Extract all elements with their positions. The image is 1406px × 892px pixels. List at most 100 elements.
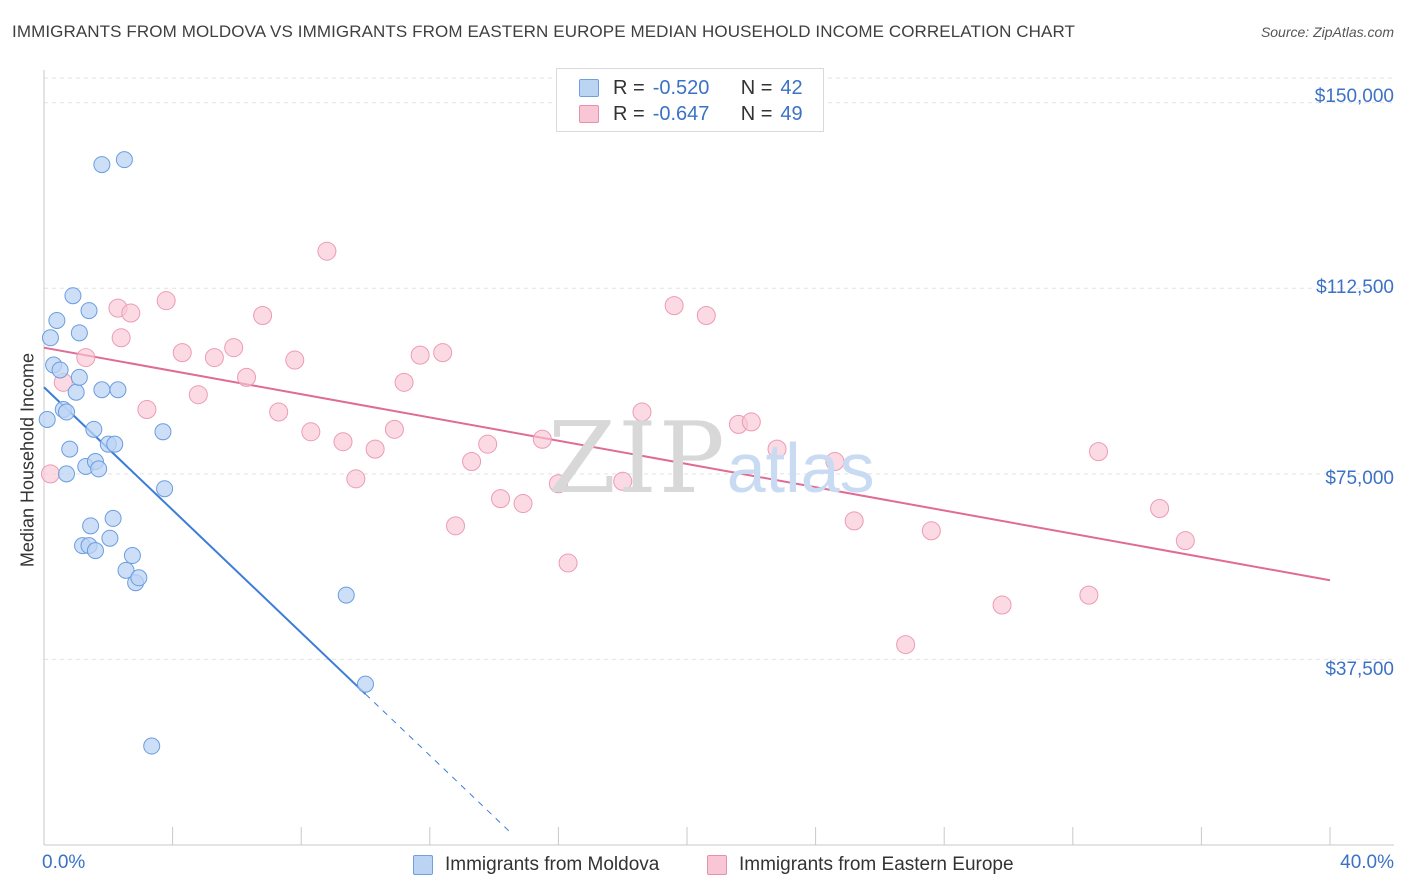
- eastern-europe-point: [156, 291, 176, 311]
- x-tick-label: 40.0%: [1340, 852, 1394, 873]
- legend-row-eastern-europe: R = -0.647 N = 49: [579, 102, 803, 126]
- eastern-europe-point: [664, 296, 684, 316]
- eastern-europe-point: [632, 402, 652, 422]
- moldova-point: [93, 156, 111, 174]
- eastern-europe-point: [301, 422, 321, 442]
- moldova-point: [90, 460, 108, 478]
- eastern-europe-point: [513, 494, 533, 514]
- eastern-europe-point: [446, 516, 466, 536]
- moldova-point: [82, 517, 100, 535]
- legend-n-value: 49: [780, 102, 803, 125]
- eastern-europe-point: [921, 521, 941, 541]
- legend-swatch-pink: [707, 855, 727, 875]
- eastern-europe-point: [317, 241, 337, 261]
- y-tick-label: $75,000: [1325, 468, 1394, 489]
- moldova-point: [115, 151, 133, 169]
- eastern-europe-point: [172, 343, 192, 363]
- moldova-point: [130, 569, 148, 587]
- eastern-europe-point: [844, 511, 864, 531]
- eastern-europe-point: [767, 439, 787, 459]
- eastern-europe-point: [558, 553, 578, 573]
- eastern-europe-point: [285, 350, 305, 370]
- eastern-europe-point: [1150, 499, 1170, 519]
- legend-r-value: -0.520: [652, 76, 710, 99]
- legend-n-label: N =: [740, 76, 773, 99]
- moldova-point: [123, 547, 141, 565]
- eastern-europe-point: [111, 328, 131, 348]
- moldova-point: [357, 675, 374, 693]
- y-tick-label: $112,500: [1316, 277, 1394, 298]
- moldova-trend-line: [43, 386, 367, 695]
- x-tick-label: 0.0%: [42, 852, 86, 873]
- moldova-point: [80, 302, 98, 320]
- eastern-europe-point: [1089, 442, 1109, 462]
- eastern-europe-point: [394, 372, 414, 392]
- chart-title: IMMIGRANTS FROM MOLDOVA VS IMMIGRANTS FR…: [12, 22, 1076, 41]
- moldova-point: [154, 423, 172, 441]
- moldova-point: [67, 383, 85, 401]
- moldova-point: [106, 435, 124, 453]
- legend-n-value: 42: [780, 76, 803, 99]
- moldova-point: [61, 440, 79, 458]
- y-axis-title: Median Household Income: [17, 352, 38, 568]
- eastern-europe-point: [462, 452, 482, 471]
- moldova-point: [117, 561, 135, 579]
- eastern-europe-point: [992, 595, 1012, 615]
- eastern-europe-point: [253, 306, 273, 326]
- eastern-europe-point: [137, 400, 157, 420]
- eastern-europe-trend-line: [43, 346, 1331, 582]
- legend-series-label: Immigrants from Moldova: [445, 854, 660, 875]
- moldova-trend-extension: [365, 693, 511, 833]
- eastern-europe-point: [365, 439, 385, 459]
- legend-series-label: Immigrants from Eastern Europe: [739, 854, 1014, 875]
- moldova-point: [93, 381, 111, 399]
- eastern-europe-point: [741, 412, 761, 432]
- eastern-europe-point: [40, 464, 60, 484]
- y-tick-label: $37,500: [1325, 659, 1394, 680]
- correlation-legend: R = -0.520 N = 42 R = -0.647 N = 49: [556, 68, 824, 132]
- moldova-point: [85, 420, 103, 438]
- eastern-europe-point: [237, 367, 257, 387]
- moldova-point: [109, 381, 127, 399]
- eastern-europe-point: [76, 348, 96, 368]
- eastern-europe-point: [433, 343, 453, 363]
- legend-r-value: -0.647: [652, 102, 710, 125]
- eastern-europe-point: [384, 419, 404, 439]
- eastern-europe-point: [204, 348, 224, 368]
- moldova-point: [70, 368, 88, 386]
- watermark: ZIPatlas: [548, 402, 875, 516]
- legend-n-label: N =: [740, 102, 773, 125]
- moldova-point: [38, 410, 56, 428]
- moldova-point: [58, 465, 76, 483]
- chart-source: Source: ZipAtlas.com: [1260, 24, 1394, 40]
- axes: [43, 70, 1394, 846]
- eastern-europe-point: [548, 474, 568, 494]
- legend-r-label: R =: [613, 76, 645, 99]
- moldova-point: [70, 324, 88, 342]
- eastern-europe-point: [224, 338, 244, 358]
- eastern-europe-point: [1175, 531, 1195, 551]
- legend-row-moldova: R = -0.520 N = 42: [579, 76, 803, 100]
- eastern-europe-point: [491, 489, 511, 509]
- moldova-point: [58, 403, 76, 421]
- eastern-europe-point: [269, 402, 289, 422]
- series-legend-moldova: Immigrants from Moldova: [413, 852, 659, 878]
- moldova-point: [101, 529, 119, 547]
- eastern-europe-point: [1079, 585, 1099, 605]
- legend-swatch-blue: [413, 855, 433, 875]
- eastern-europe-point: [188, 385, 208, 405]
- legend-r-label: R =: [613, 102, 645, 125]
- moldova-point: [104, 509, 122, 527]
- moldova-point: [64, 287, 82, 305]
- moldova-point: [51, 361, 69, 379]
- legend-swatch-blue: [579, 79, 599, 97]
- eastern-europe-point: [532, 429, 552, 449]
- eastern-europe-point: [825, 452, 845, 471]
- moldova-point: [86, 542, 104, 560]
- moldova-point: [156, 480, 174, 498]
- eastern-europe-point: [896, 635, 916, 655]
- legend-swatch-pink: [579, 105, 599, 123]
- moldova-point: [337, 586, 355, 604]
- eastern-europe-point: [333, 432, 353, 452]
